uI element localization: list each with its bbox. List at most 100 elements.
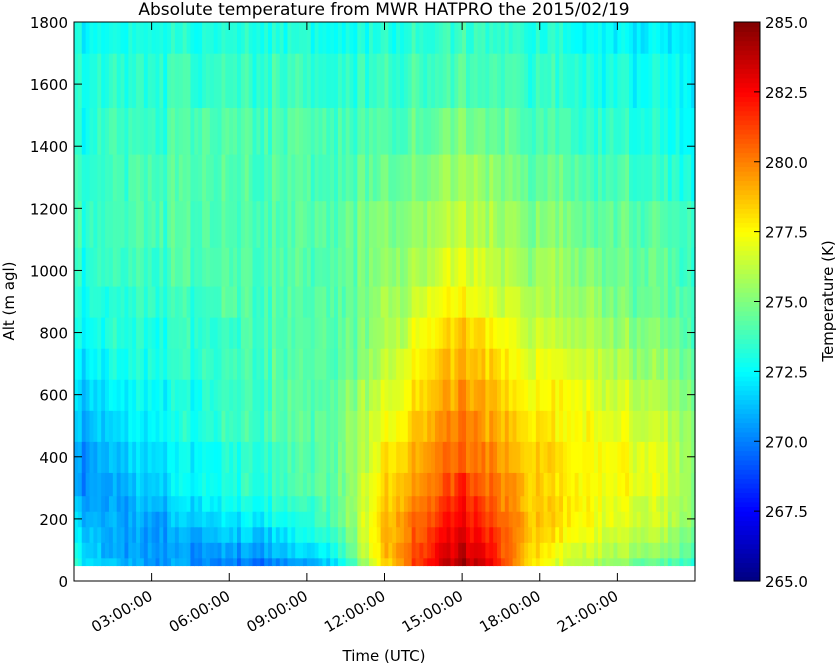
heatmap-cell [112, 526, 118, 543]
heatmap-cell [504, 526, 510, 543]
heatmap-cell [275, 495, 281, 512]
heatmap-cell [621, 511, 626, 528]
heatmap-cell [648, 511, 653, 528]
heatmap-cell [582, 542, 587, 559]
heatmap-cell [291, 317, 296, 349]
heatmap-cell [376, 348, 382, 380]
heatmap-cell [77, 495, 83, 512]
heatmap-cell [547, 200, 552, 248]
heatmap-cell [434, 53, 440, 109]
heatmap-cell [663, 542, 669, 559]
heatmap-cell [174, 472, 180, 497]
heatmap-cell [159, 379, 164, 411]
heatmap-cell [275, 22, 281, 54]
heatmap-cell [314, 317, 320, 349]
heatmap-cell [194, 542, 199, 559]
heatmap-cell [194, 511, 199, 528]
heatmap-cell [260, 348, 265, 380]
heatmap-cell [147, 526, 153, 543]
heatmap-cell [609, 511, 615, 528]
colorbar-swatch [734, 119, 760, 126]
heatmap-cell [322, 107, 327, 155]
heatmap-cell [407, 153, 413, 202]
heatmap-cell [547, 348, 552, 380]
heatmap-cell [667, 153, 673, 202]
heatmap-cell [582, 348, 587, 380]
heatmap-cell [287, 348, 292, 380]
heatmap-cell [353, 285, 358, 318]
heatmap-cell [171, 379, 176, 411]
heatmap-cell [205, 472, 211, 497]
heatmap-cell [652, 53, 657, 109]
heatmap-cell [466, 542, 471, 559]
heatmap-cell [295, 495, 300, 512]
heatmap-cell [590, 441, 595, 473]
heatmap-cell [652, 247, 657, 287]
heatmap-cell [493, 107, 498, 155]
heatmap-cell [143, 317, 149, 349]
heatmap-cell [462, 285, 467, 318]
heatmap-cell [167, 285, 172, 318]
heatmap-cell [489, 542, 494, 559]
heatmap-cell [586, 247, 591, 287]
heatmap-cell [644, 285, 650, 318]
heatmap-cell [361, 200, 366, 248]
heatmap-cell [302, 317, 308, 349]
heatmap-cell [268, 285, 273, 318]
heatmap-cell [516, 53, 521, 109]
heatmap-cell [151, 348, 157, 380]
heatmap-cell [132, 22, 137, 54]
heatmap-cell [233, 107, 238, 155]
heatmap-cell [268, 542, 273, 559]
heatmap-cell [240, 472, 246, 497]
heatmap-cell [77, 247, 83, 287]
heatmap-cell [524, 200, 529, 248]
colorbar-swatch [734, 399, 760, 405]
heatmap-cell [481, 317, 487, 349]
heatmap-cell [190, 526, 195, 543]
heatmap-cell [186, 247, 192, 287]
heatmap-cell [415, 22, 421, 54]
heatmap-cell [652, 410, 657, 442]
heatmap-cell [524, 53, 529, 109]
heatmap-cell [434, 542, 440, 559]
heatmap-cell [667, 410, 673, 442]
heatmap-cell [384, 317, 389, 349]
heatmap-cell [687, 495, 692, 512]
heatmap-cell [392, 441, 397, 473]
colorbar-swatch [734, 483, 760, 489]
heatmap-cell [143, 410, 149, 442]
heatmap-cell [691, 472, 696, 497]
heatmap-cell [683, 22, 688, 54]
heatmap-cell [77, 285, 83, 318]
heatmap-cell [132, 526, 137, 543]
heatmap-cell [458, 247, 463, 287]
heatmap-cell [543, 441, 549, 473]
heatmap-cell [423, 410, 428, 442]
heatmap-cell [415, 53, 421, 109]
heatmap-cell [330, 495, 335, 512]
heatmap-cell [582, 107, 587, 155]
heatmap-cell [209, 317, 215, 349]
heatmap-cell [275, 557, 281, 567]
heatmap-cell [237, 557, 242, 567]
heatmap-cell [605, 348, 611, 380]
heatmap-cell [337, 557, 343, 567]
heatmap-cell [341, 153, 347, 202]
heatmap-cell [306, 557, 312, 567]
heatmap-cell [473, 22, 479, 54]
heatmap-cell [528, 317, 533, 349]
heatmap-cell [306, 285, 312, 318]
heatmap-cell [632, 495, 638, 512]
heatmap-cell [446, 153, 452, 202]
heatmap-cell [438, 542, 444, 559]
heatmap-cell [221, 285, 226, 318]
heatmap-cell [151, 542, 157, 559]
heatmap-cell [566, 317, 572, 349]
heatmap-cell [248, 247, 254, 287]
heatmap-cell [629, 107, 634, 155]
heatmap-cell [105, 542, 110, 559]
heatmap-cell [442, 542, 448, 559]
colorbar-swatch [734, 334, 760, 340]
heatmap-cell [555, 153, 560, 202]
